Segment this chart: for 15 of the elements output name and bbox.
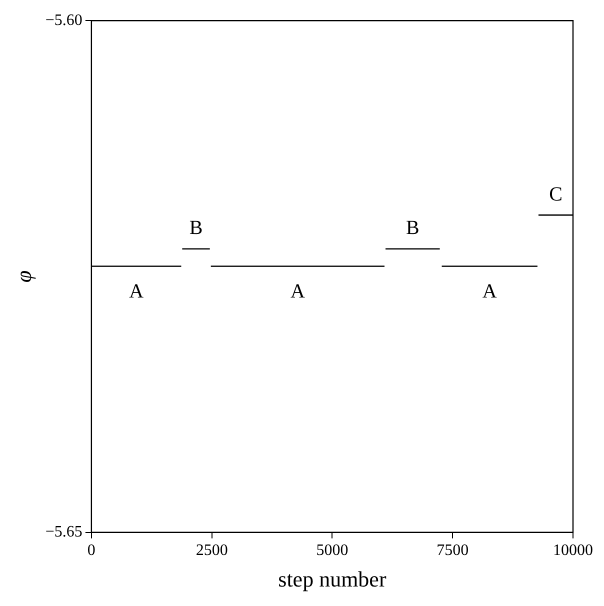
x-tick-label: 5000 (316, 542, 348, 560)
x-axis-title: step number (278, 566, 387, 592)
x-tick-label: 2500 (196, 542, 228, 560)
series-label: B (406, 217, 420, 240)
x-tick-label: 7500 (436, 542, 469, 560)
series-label: A (290, 280, 306, 303)
y-tick-label: −5.65 (45, 524, 82, 541)
y-tick-label: −5.60 (45, 12, 82, 29)
x-tick-label: 10000 (553, 542, 593, 560)
x-tick-label: 0 (87, 542, 96, 560)
series-label: B (189, 217, 203, 240)
series-label: C (549, 183, 562, 206)
y-axis-title: φ (10, 270, 36, 283)
series-label: A (129, 280, 144, 303)
series-label: A (482, 280, 498, 303)
